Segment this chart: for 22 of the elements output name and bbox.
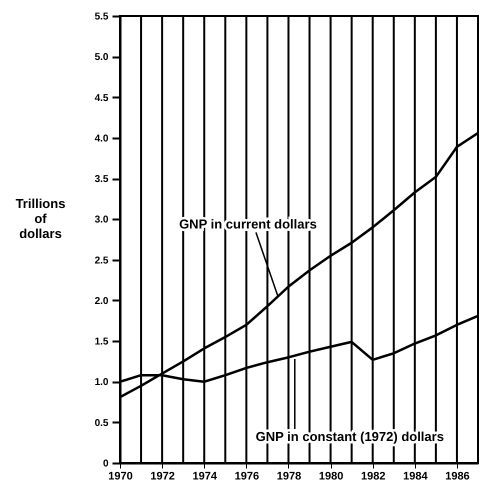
x-tick-label: 1980 [318, 470, 344, 482]
y-tick-label: 1.0 [94, 377, 109, 388]
y-tick-label: 4.0 [94, 133, 109, 144]
y-tick-label: 3.0 [94, 214, 109, 226]
x-tick-label: 1974 [192, 470, 218, 482]
x-tick-label: 1970 [108, 470, 133, 482]
x-tick-label: 1986 [445, 470, 470, 482]
y-tick-label: 1.5 [94, 336, 109, 348]
y-tick-label: 4.5 [94, 92, 109, 104]
y-tick-label: 5.0 [94, 52, 109, 64]
y-tick-label: 0.5 [94, 418, 109, 429]
y-axis-title: Trillions of dollars [16, 196, 66, 242]
y-tick-label: 5.5 [94, 12, 109, 22]
x-tick-label: 1982 [360, 470, 386, 482]
y-tick-label: 2.0 [94, 296, 109, 307]
y-tick-label: 3.5 [94, 174, 109, 186]
y-tick-label: 2.5 [94, 255, 109, 266]
x-tick-label: 1978 [276, 470, 302, 482]
x-tick-label: 1984 [403, 470, 428, 482]
x-tick-label: 1976 [234, 470, 260, 482]
y-tick-label: 0 [102, 458, 109, 470]
x-tick-label: 1972 [150, 470, 175, 482]
